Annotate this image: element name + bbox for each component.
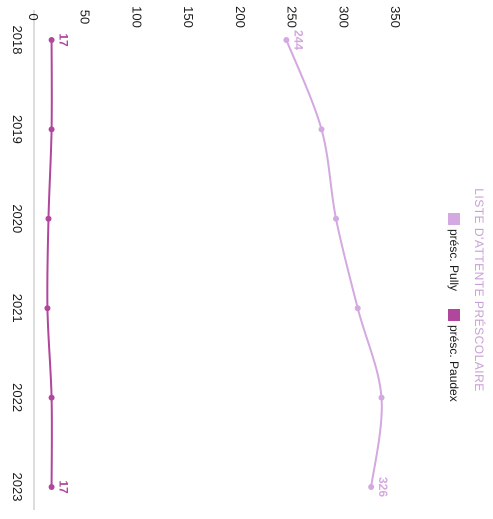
- x-tick-label: 2022: [10, 383, 25, 412]
- legend-swatch: [448, 309, 460, 321]
- series-1: 244 326: [283, 30, 390, 497]
- data-label: 17: [57, 33, 71, 47]
- x-tick-label: 2018: [10, 26, 25, 55]
- data-point: [368, 484, 375, 490]
- data-point: [318, 126, 325, 133]
- data-point: [48, 37, 55, 43]
- legend: présc. Pully présc. Paudex: [447, 213, 461, 402]
- data-label: 326: [376, 477, 390, 497]
- x-tick-label: 2019: [10, 115, 25, 144]
- data-point: [283, 37, 290, 43]
- x-tick-label: 2020: [10, 204, 25, 233]
- legend-label: présc. Pully: [447, 229, 461, 291]
- y-axis: 0 50 100 150 200 250 300 350: [26, 6, 403, 28]
- x-tick-label: 2023: [10, 473, 25, 502]
- y-tick-label: 100: [129, 6, 144, 28]
- data-point: [48, 126, 55, 133]
- data-point: [354, 305, 361, 312]
- y-tick-label: 350: [388, 6, 403, 28]
- data-label: 244: [291, 30, 305, 50]
- y-tick-label: 300: [336, 6, 351, 28]
- y-tick-label: 150: [181, 6, 196, 28]
- y-tick-label: 200: [233, 6, 248, 28]
- y-tick-label: 50: [78, 10, 93, 24]
- data-point: [378, 394, 385, 401]
- series-line: [46, 39, 53, 488]
- data-label: 17: [57, 480, 71, 494]
- y-tick-label: 0: [26, 13, 41, 20]
- chart-title: LISTE D'ATTENTE PRÉSCOLAIRE: [472, 188, 487, 392]
- x-tick-label: 2021: [10, 294, 25, 323]
- x-axis: 2018 2019 2020 2021 2022 2023: [10, 10, 35, 510]
- y-tick-label: 250: [285, 6, 300, 28]
- series-line: [285, 39, 383, 488]
- data-point: [48, 484, 55, 490]
- data-point: [48, 394, 55, 401]
- data-point: [333, 215, 340, 222]
- data-point: [44, 305, 51, 312]
- legend-swatch: [448, 213, 460, 225]
- legend-label: présc. Paudex: [447, 325, 461, 402]
- data-point: [45, 215, 52, 222]
